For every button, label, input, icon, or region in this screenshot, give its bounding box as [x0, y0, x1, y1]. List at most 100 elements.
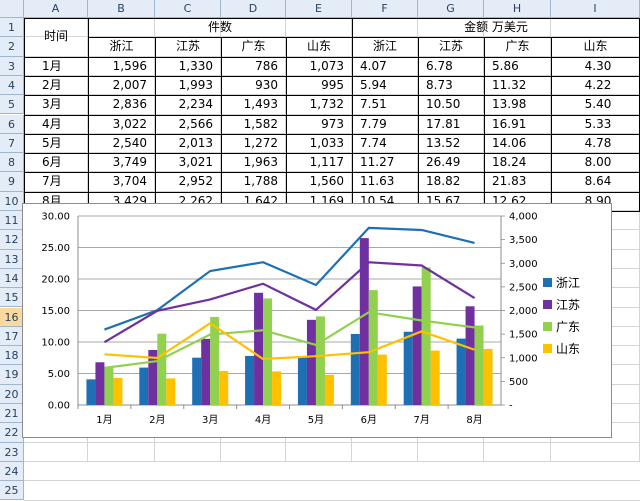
- amount-cell[interactable]: 18.82: [426, 174, 461, 189]
- row-header-23[interactable]: 23: [0, 442, 24, 462]
- column-header-h[interactable]: H: [484, 0, 551, 18]
- bar-广东-2月[interactable]: [157, 333, 167, 405]
- column-header-i[interactable]: I: [551, 0, 640, 18]
- row-header-4[interactable]: 4: [0, 75, 24, 96]
- count-cell[interactable]: 3,022: [112, 116, 147, 131]
- month-cell[interactable]: 2月: [42, 77, 62, 92]
- column-header-b[interactable]: B: [88, 0, 155, 18]
- header-count-2[interactable]: 广东: [241, 39, 266, 54]
- count-cell[interactable]: 995: [321, 77, 344, 92]
- row-header-22[interactable]: 22: [0, 423, 24, 443]
- column-header-f[interactable]: F: [352, 0, 418, 18]
- bar-浙江-3月[interactable]: [192, 357, 202, 405]
- row-header-5[interactable]: 5: [0, 95, 24, 115]
- amount-cell[interactable]: 13.98: [492, 97, 527, 112]
- bar-浙江-8月[interactable]: [456, 338, 466, 405]
- row-header-1[interactable]: 1: [0, 18, 24, 38]
- amount-cell[interactable]: 8.64: [584, 174, 612, 189]
- count-cell[interactable]: 930: [255, 77, 278, 92]
- amount-cell[interactable]: 26.49: [426, 155, 461, 170]
- bar-山东-3月[interactable]: [219, 370, 229, 405]
- row-header-25[interactable]: 25: [0, 481, 24, 501]
- bar-广东-4月[interactable]: [263, 298, 273, 405]
- header-count-0[interactable]: 浙江: [109, 39, 134, 54]
- row-header-11[interactable]: 11: [0, 211, 24, 231]
- count-cell[interactable]: 3,749: [112, 155, 147, 170]
- bar-山东-7月[interactable]: [430, 350, 440, 405]
- month-cell[interactable]: 4月: [42, 116, 62, 131]
- amount-cell[interactable]: 8.73: [426, 77, 453, 92]
- count-cell[interactable]: 2,566: [178, 116, 213, 131]
- bar-江苏-1月[interactable]: [95, 362, 105, 405]
- header-count-1[interactable]: 江苏: [175, 39, 200, 54]
- amount-cell[interactable]: 10.50: [426, 97, 461, 112]
- count-cell[interactable]: 1,272: [243, 135, 278, 150]
- count-cell[interactable]: 2,234: [178, 97, 213, 112]
- header-amount-0[interactable]: 浙江: [372, 39, 397, 54]
- bar-广东-1月[interactable]: [104, 368, 114, 405]
- header-amount-1[interactable]: 江苏: [438, 39, 463, 54]
- bar-浙江-7月[interactable]: [403, 331, 413, 405]
- header-amount-2[interactable]: 广东: [505, 39, 530, 54]
- column-header-a[interactable]: A: [24, 0, 88, 18]
- row-header-15[interactable]: 15: [0, 288, 24, 308]
- amount-cell[interactable]: 5.33: [584, 116, 612, 131]
- count-cell[interactable]: 1,596: [112, 58, 147, 73]
- amount-cell[interactable]: 11.32: [492, 77, 527, 92]
- bar-浙江-2月[interactable]: [139, 367, 149, 405]
- month-cell[interactable]: 6月: [42, 155, 62, 170]
- amount-cell[interactable]: 11.63: [360, 174, 395, 189]
- amount-cell[interactable]: 4.30: [584, 58, 612, 73]
- amount-cell[interactable]: 21.83: [492, 174, 527, 189]
- bar-江苏-3月[interactable]: [201, 338, 211, 405]
- bar-浙江-6月[interactable]: [350, 333, 360, 405]
- line-series-广东[interactable]: [104, 311, 475, 369]
- bar-江苏-2月[interactable]: [148, 350, 158, 405]
- line-series-山东[interactable]: [104, 321, 475, 361]
- row-header-3[interactable]: 3: [0, 56, 24, 76]
- header-time-cell[interactable]: 时间: [43, 29, 68, 43]
- amount-cell[interactable]: 7.51: [360, 97, 387, 112]
- count-cell[interactable]: 3,021: [178, 155, 213, 170]
- count-cell[interactable]: 1,073: [309, 58, 344, 73]
- count-cell[interactable]: 2,952: [178, 174, 213, 189]
- month-cell[interactable]: 7月: [42, 174, 62, 189]
- row-header-21[interactable]: 21: [0, 404, 24, 424]
- count-cell[interactable]: 2,007: [112, 77, 147, 92]
- count-cell[interactable]: 1,732: [309, 97, 344, 112]
- row-header-9[interactable]: 9: [0, 172, 24, 192]
- bar-广东-6月[interactable]: [368, 290, 378, 405]
- count-cell[interactable]: 1,560: [309, 174, 344, 189]
- row-header-18[interactable]: 18: [0, 346, 24, 366]
- row-header-17[interactable]: 17: [0, 326, 24, 347]
- column-header-e[interactable]: E: [286, 0, 352, 18]
- amount-cell[interactable]: 14.06: [492, 135, 527, 150]
- header-count-3[interactable]: 山东: [306, 39, 331, 54]
- combo-chart[interactable]: 0.00 5.00 10.00 15.00 20.00 25.00 30.00 - 500 1,0…: [22, 203, 612, 438]
- month-cell[interactable]: 5月: [42, 135, 62, 150]
- count-cell[interactable]: 2,540: [112, 135, 147, 150]
- count-cell[interactable]: 1,963: [243, 155, 278, 170]
- bar-浙江-4月[interactable]: [245, 355, 255, 405]
- row-header-14[interactable]: 14: [0, 268, 24, 289]
- bar-江苏-5月[interactable]: [306, 319, 316, 405]
- bar-广东-3月[interactable]: [210, 316, 220, 405]
- bar-山东-1月[interactable]: [113, 377, 123, 405]
- bar-山东-6月[interactable]: [377, 354, 387, 405]
- amount-cell[interactable]: 4.22: [584, 77, 612, 92]
- bar-广东-8月[interactable]: [474, 325, 484, 405]
- bar-江苏-7月[interactable]: [412, 286, 422, 405]
- bar-浙江-1月[interactable]: [86, 379, 96, 405]
- count-cell[interactable]: 2,836: [112, 97, 147, 112]
- bar-江苏-8月[interactable]: [465, 306, 475, 405]
- row-header-20[interactable]: 20: [0, 384, 24, 404]
- amount-cell[interactable]: 6.78: [426, 58, 453, 73]
- count-cell[interactable]: 1,993: [178, 77, 213, 92]
- amount-cell[interactable]: 18.24: [492, 155, 527, 170]
- count-cell[interactable]: 1,117: [309, 155, 344, 170]
- count-cell[interactable]: 1,033: [309, 135, 344, 150]
- bar-山东-4月[interactable]: [272, 371, 282, 405]
- select-all-corner[interactable]: [0, 0, 24, 18]
- amount-cell[interactable]: 17.81: [426, 116, 461, 131]
- row-header-24[interactable]: 24: [0, 461, 24, 482]
